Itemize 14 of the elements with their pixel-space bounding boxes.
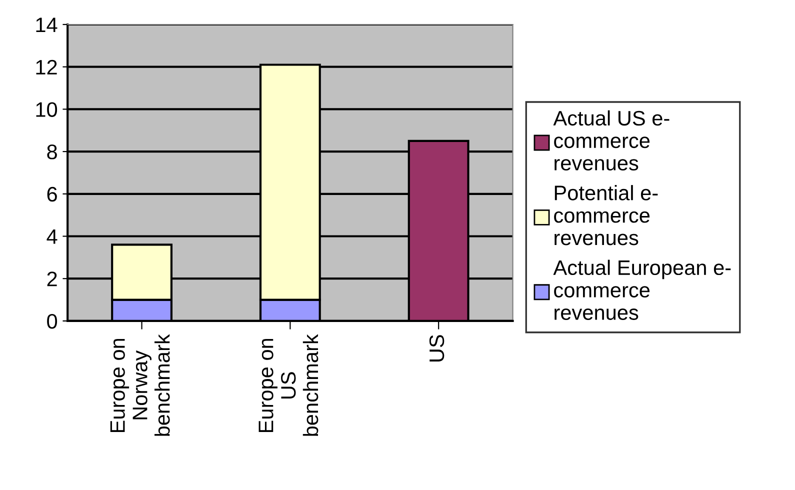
legend-label: Actual European e- commerce revenues	[553, 260, 731, 320]
y-tick-label: 10	[36, 102, 58, 117]
legend-label: Actual US e- commerce revenues	[553, 110, 670, 171]
y-tick-label: 12	[36, 60, 57, 74]
x-tick-label: Europe on Norway benchmark	[110, 334, 170, 436]
y-tick-label: 6	[47, 186, 57, 202]
x-tick-label: Europe on US benchmark	[258, 334, 318, 436]
y-tick-label: 14	[36, 18, 58, 32]
y-tick-label: 4	[46, 229, 58, 244]
x-tick-label: US	[429, 335, 444, 362]
y-tick-label: 0	[47, 314, 58, 329]
legend-label: Potential e- commerce revenues	[554, 185, 658, 246]
y-tick-label: 8	[47, 144, 57, 160]
y-tick-label: 2	[47, 272, 57, 286]
